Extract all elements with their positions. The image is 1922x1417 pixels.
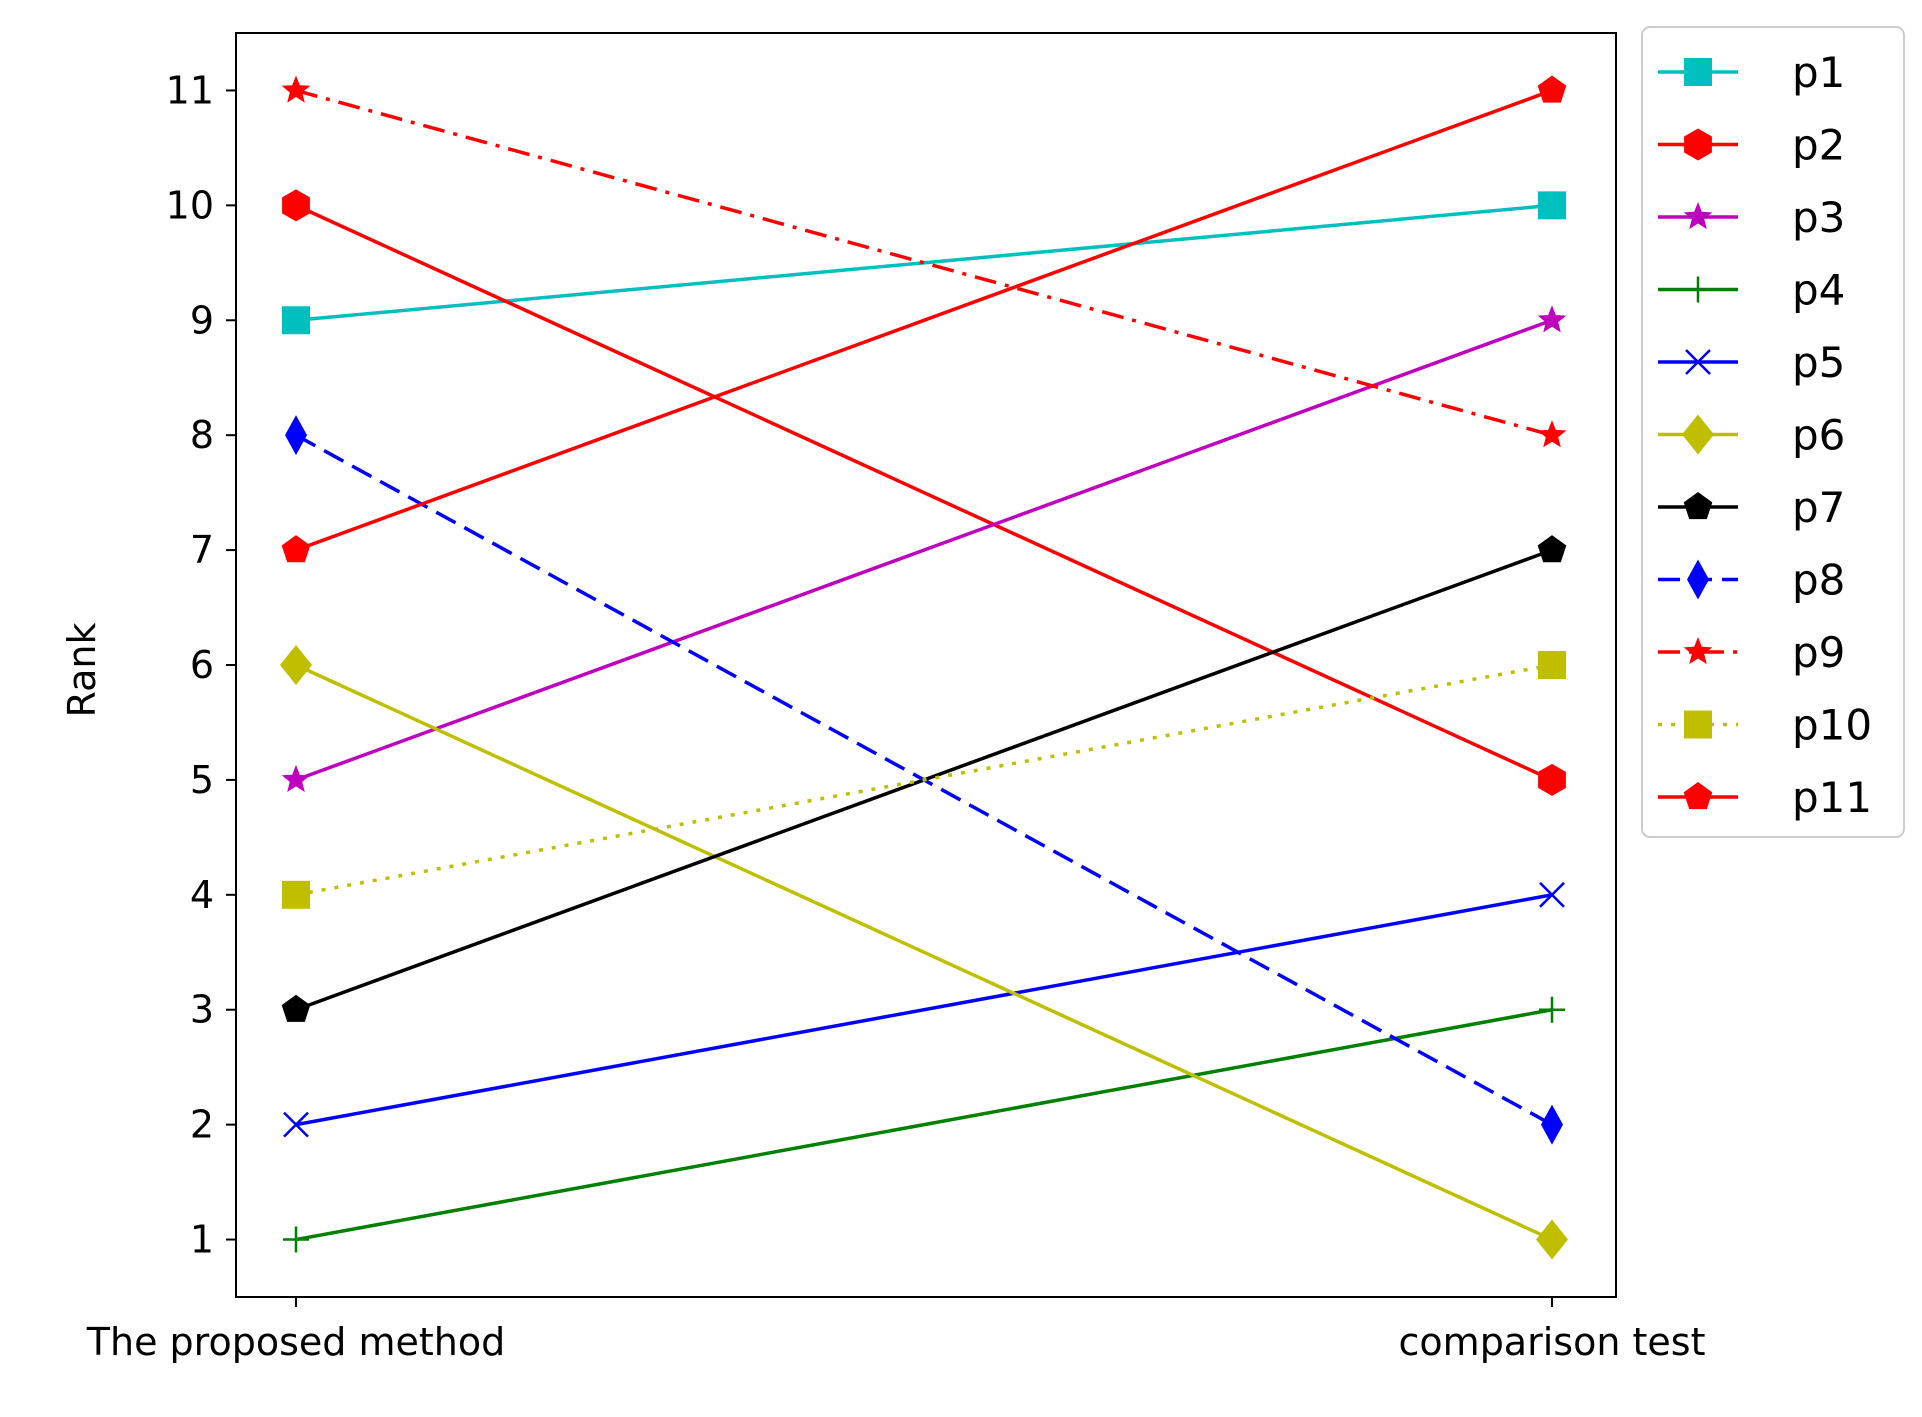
- series-p5: [283, 881, 1565, 1138]
- y-tick-label: 4: [190, 873, 214, 917]
- legend-label-p9: p9: [1792, 628, 1845, 677]
- legend-marker-p3: [1683, 202, 1713, 230]
- data-point-p1-1: [282, 306, 310, 335]
- data-point-p6-1: [280, 645, 312, 685]
- legend-entry-p3: p3: [1658, 193, 1845, 242]
- series-p10: [282, 651, 1566, 909]
- series-line-p4: [295, 1008, 1553, 1242]
- legend-marker-p10: [1684, 710, 1712, 739]
- legend-entry-p7: p7: [1658, 483, 1845, 532]
- data-point-p7-1: [281, 994, 311, 1022]
- legend-label-p7: p7: [1792, 483, 1845, 532]
- series-line-p1: [295, 203, 1553, 323]
- legend-label-p11: p11: [1792, 773, 1872, 822]
- legend-label-p1: p1: [1792, 48, 1845, 97]
- data-point-p4-1: [283, 1226, 309, 1253]
- legend-label-p10: p10: [1792, 701, 1872, 750]
- data-point-p6-2: [1536, 1219, 1568, 1260]
- y-tick-label: 5: [190, 758, 214, 802]
- legend-entry-p1: p1: [1658, 48, 1845, 97]
- y-tick-label: 8: [190, 413, 214, 457]
- y-tick-label: 1: [190, 1218, 214, 1262]
- legend-marker-p2: [1684, 128, 1712, 161]
- legend-entry-p6: p6: [1658, 411, 1845, 460]
- series-p3: [281, 305, 1567, 792]
- legend-marker-p7: [1683, 492, 1713, 520]
- legend-marker-p8: [1687, 559, 1709, 600]
- legend-label-p4: p4: [1792, 266, 1845, 315]
- y-tick-label: 10: [166, 183, 214, 227]
- series-p11: [281, 75, 1567, 563]
- data-point-p7-2: [1537, 535, 1567, 563]
- legend-label-p8: p8: [1792, 556, 1845, 605]
- series-p9: [281, 75, 1567, 448]
- y-axis-title: Rank: [60, 623, 104, 718]
- legend-marker-p6: [1682, 414, 1714, 455]
- data-point-p11-1: [281, 535, 311, 563]
- legend-label-p6: p6: [1792, 411, 1845, 460]
- legend-label-p2: p2: [1792, 121, 1845, 170]
- series-p2: [282, 189, 1566, 796]
- data-point-p10-1: [282, 880, 310, 909]
- data-point-p3-1: [281, 764, 311, 792]
- series-line-p11: [295, 88, 1553, 552]
- data-point-p11-2: [1537, 75, 1567, 103]
- y-tick-label: 6: [190, 643, 214, 687]
- y-tick-label: 9: [190, 298, 214, 342]
- legend-label-p3: p3: [1792, 193, 1845, 242]
- y-tick-label: 11: [166, 68, 214, 112]
- legend-marker-p11: [1683, 782, 1713, 810]
- data-point-p2-1: [282, 189, 310, 222]
- x-tick-label: comparison test: [1399, 1320, 1706, 1364]
- series-p4: [283, 996, 1565, 1253]
- legend-entry-p4: p4: [1658, 266, 1845, 315]
- data-point-p9-2: [1537, 420, 1567, 448]
- data-point-p5-1: [283, 1111, 309, 1138]
- legend-marker-p4: [1685, 276, 1711, 303]
- legend-box: [1641, 26, 1905, 838]
- series-p6: [280, 645, 1568, 1260]
- data-point-p2-2: [1538, 763, 1566, 796]
- series-line-p6: [295, 663, 1553, 1242]
- series-p1: [282, 191, 1566, 335]
- data-point-p3-2: [1537, 305, 1567, 333]
- legend-marker-p5: [1685, 349, 1711, 375]
- data-point-p8-1: [285, 415, 307, 456]
- data-point-p5-2: [1539, 881, 1565, 908]
- data-point-p4-2: [1539, 996, 1565, 1023]
- legend-label-p5: p5: [1792, 338, 1845, 387]
- x-tick-label: The proposed method: [86, 1320, 505, 1364]
- legend-marker-p1: [1684, 58, 1712, 86]
- legend-entry-p11: p11: [1658, 773, 1872, 822]
- legend-marker-p9: [1683, 637, 1713, 665]
- data-point-p9-1: [281, 75, 311, 103]
- series-line-p5: [295, 893, 1553, 1127]
- plot-frame: [235, 32, 1617, 1298]
- legend-entry-p2: p2: [1658, 121, 1845, 170]
- series-line-p3: [295, 318, 1553, 782]
- series-line-p10: [295, 663, 1553, 897]
- series-line-p2: [295, 203, 1553, 782]
- y-tick-label: 2: [190, 1103, 214, 1147]
- data-point-p1-2: [1538, 191, 1566, 220]
- y-tick-label: 7: [190, 528, 214, 572]
- legend-entry-p9: p9: [1658, 628, 1845, 677]
- data-point-p10-2: [1538, 651, 1566, 679]
- y-tick-label: 3: [190, 988, 214, 1032]
- data-point-p8-2: [1541, 1104, 1563, 1145]
- legend-entry-p5: p5: [1658, 338, 1845, 387]
- legend-entry-p10: p10: [1658, 701, 1872, 750]
- legend-entry-p8: p8: [1658, 556, 1845, 605]
